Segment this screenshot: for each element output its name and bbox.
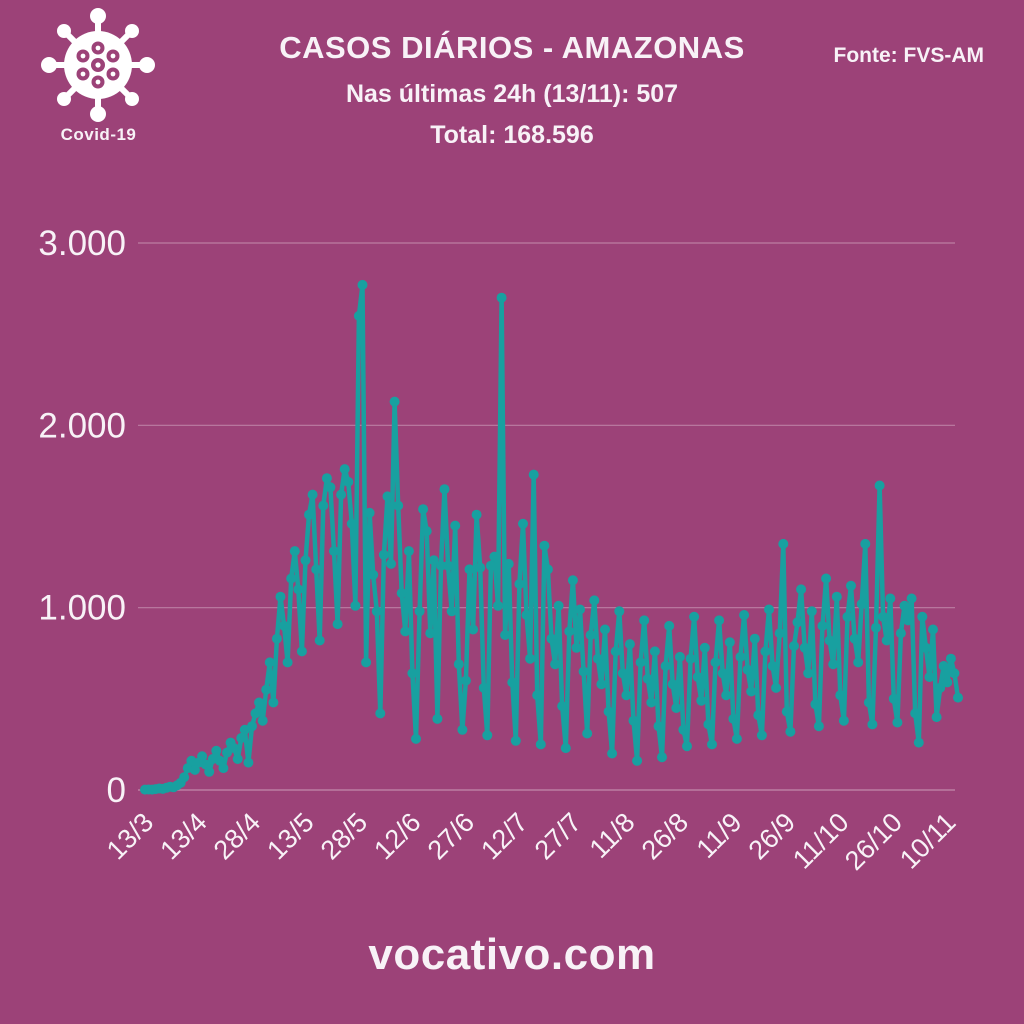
x-axis-labels: 13/313/428/413/528/512/627/612/727/711/8… bbox=[101, 807, 962, 876]
svg-text:28/5: 28/5 bbox=[315, 807, 373, 865]
covid-badge: Covid-19 bbox=[26, 6, 171, 145]
virus-inner-holes bbox=[76, 41, 120, 89]
svg-text:11/8: 11/8 bbox=[584, 807, 641, 864]
virus-icon bbox=[41, 8, 155, 122]
svg-text:12/6: 12/6 bbox=[368, 807, 426, 865]
svg-text:3.000: 3.000 bbox=[38, 224, 126, 263]
source-label: Fonte: FVS-AM bbox=[833, 44, 984, 67]
cases-line bbox=[142, 282, 961, 792]
svg-text:10/11: 10/11 bbox=[894, 807, 962, 875]
svg-text:11/10: 11/10 bbox=[787, 807, 855, 875]
y-axis-labels: 0 1.000 2.000 3.000 bbox=[38, 224, 126, 810]
site-watermark: vocativo.com bbox=[368, 930, 656, 979]
svg-text:13/4: 13/4 bbox=[154, 807, 212, 865]
svg-text:13/3: 13/3 bbox=[101, 807, 159, 865]
svg-text:12/7: 12/7 bbox=[475, 807, 533, 865]
cases-points bbox=[140, 279, 963, 795]
chart-subtitle: Nas últimas 24h (13/11): 507 bbox=[345, 80, 679, 108]
covid-badge-label: Covid-19 bbox=[60, 125, 137, 144]
svg-text:1.000: 1.000 bbox=[38, 589, 126, 628]
svg-text:26/10: 26/10 bbox=[839, 807, 908, 876]
svg-text:27/6: 27/6 bbox=[422, 807, 480, 865]
svg-text:28/4: 28/4 bbox=[208, 807, 266, 865]
svg-text:27/7: 27/7 bbox=[529, 807, 587, 865]
title-block: CASOS DIÁRIOS - AMAZONAS Nas últimas 24h… bbox=[0, 30, 1024, 150]
svg-text:2.000: 2.000 bbox=[38, 406, 126, 445]
chart-title: CASOS DIÁRIOS - AMAZONAS bbox=[279, 30, 745, 65]
svg-text:26/8: 26/8 bbox=[636, 807, 694, 865]
svg-text:11/9: 11/9 bbox=[691, 807, 748, 864]
chart-total: Total: 168.596 bbox=[430, 121, 594, 149]
svg-text:13/5: 13/5 bbox=[261, 807, 319, 865]
svg-text:0: 0 bbox=[107, 771, 126, 810]
gridlines bbox=[138, 242, 955, 791]
